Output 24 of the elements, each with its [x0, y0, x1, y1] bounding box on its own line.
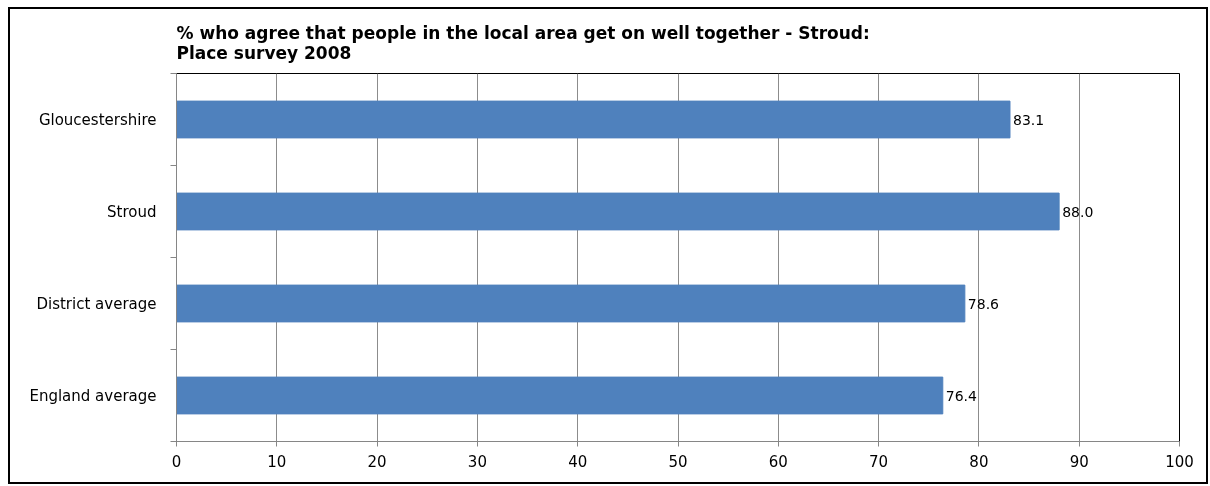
- y-tick-label: Gloucestershire: [38, 110, 157, 129]
- x-tick-label: 50: [668, 452, 688, 471]
- y-tick-label: England average: [29, 386, 157, 405]
- x-tick-label: 80: [969, 452, 989, 471]
- x-tick-label: 70: [869, 452, 889, 471]
- chart-title: % who agree that people in the local area get on well together - Stroud: Place survey 2008: [176, 22, 870, 63]
- x-tick-label: 20: [367, 452, 387, 471]
- bar: [176, 284, 966, 323]
- bar: [176, 100, 1011, 139]
- x-tick-label: 10: [267, 452, 287, 471]
- data-label: 76.4: [945, 387, 978, 404]
- x-tick-label: 100: [1165, 452, 1194, 471]
- x-tick-label: 90: [1069, 452, 1089, 471]
- bar: [176, 192, 1060, 231]
- x-tick-label: 30: [467, 452, 487, 471]
- x-tick-label: 40: [568, 452, 588, 471]
- x-tick-label: 0: [171, 452, 182, 471]
- y-tick-label: District average: [36, 294, 157, 313]
- data-label: 78.6: [967, 295, 1000, 312]
- data-label: 83.1: [1012, 111, 1045, 128]
- bar: [176, 376, 944, 415]
- y-tick-label: Stroud: [107, 202, 157, 221]
- data-label: 88.0: [1062, 203, 1094, 220]
- x-tick-label: 60: [768, 452, 788, 471]
